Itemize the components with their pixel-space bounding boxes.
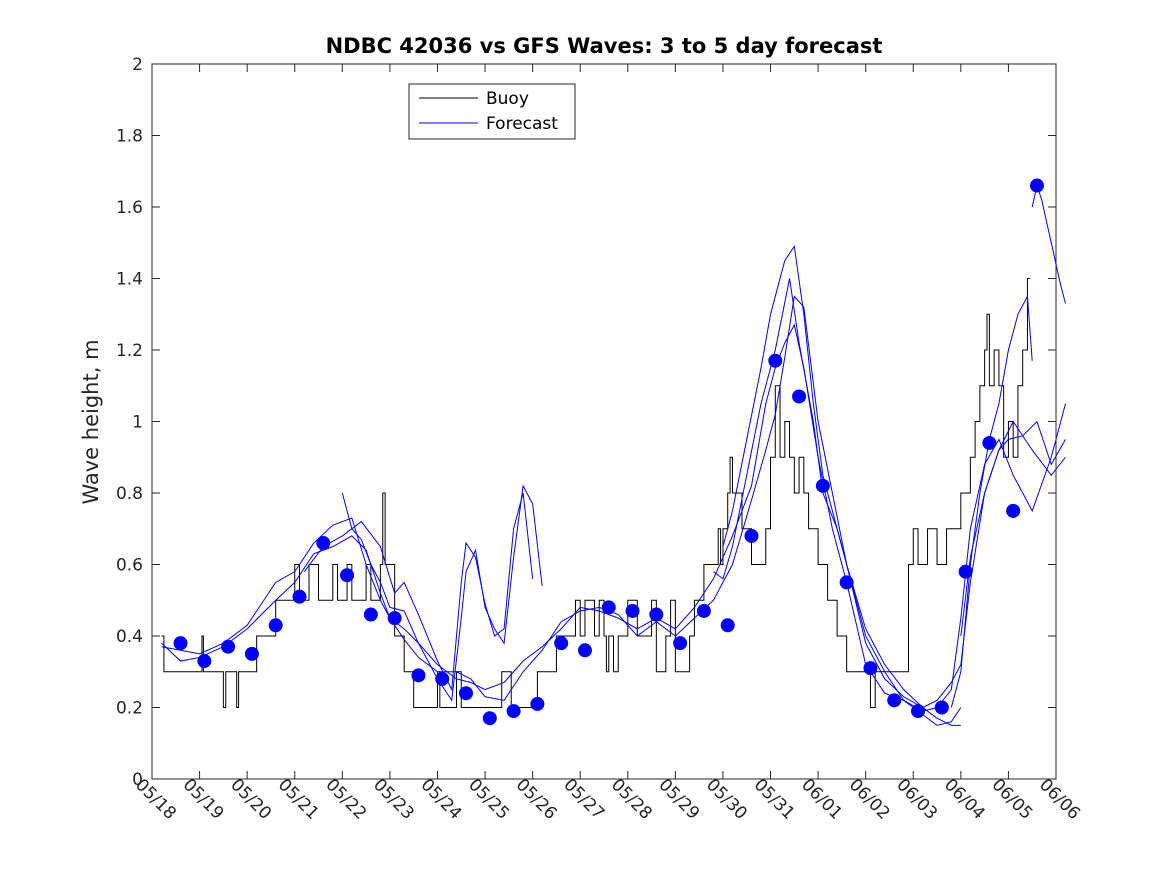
forecast-marker	[459, 686, 474, 701]
forecast-marker	[316, 536, 331, 551]
forecast-marker	[530, 696, 545, 711]
x-tick-label: 06/02	[845, 775, 894, 824]
forecast-marker	[411, 668, 426, 683]
x-tick-label: 05/18	[131, 775, 180, 824]
x-tick-label: 06/03	[892, 775, 941, 824]
x-tick-label: 05/22	[321, 775, 370, 824]
forecast-marker	[839, 575, 854, 590]
y-tick-label: 0.2	[116, 699, 143, 719]
x-tick-label: 06/06	[1035, 775, 1084, 824]
x-tick-label: 05/25	[464, 775, 513, 824]
forecast-marker	[221, 639, 236, 654]
forecast-marker	[934, 700, 949, 715]
forecast-marker	[863, 661, 878, 676]
x-tick-label: 05/20	[226, 775, 275, 824]
forecast-marker	[982, 435, 997, 450]
forecast-series-line	[161, 295, 1066, 709]
forecast-marker	[577, 643, 592, 658]
x-tick-label: 05/24	[417, 775, 466, 824]
y-tick-label: 1.6	[116, 198, 143, 218]
forecast-series-line	[960, 420, 1066, 637]
y-tick-label: 0.4	[116, 627, 143, 647]
x-tick-label: 06/05	[988, 775, 1037, 824]
x-tick-label: 06/01	[797, 775, 846, 824]
forecast-marker	[1029, 178, 1044, 193]
forecast-marker	[768, 353, 783, 368]
forecast-series-line	[341, 484, 543, 702]
forecast-marker	[696, 603, 711, 618]
forecast-marker	[649, 607, 664, 622]
y-tick-label: 0.6	[116, 556, 143, 576]
forecast-marker	[244, 646, 259, 661]
forecast-marker	[268, 618, 283, 633]
y-axis-label: Wave height, m	[79, 339, 103, 504]
y-tick-label: 0	[132, 770, 143, 790]
forecast-marker	[744, 528, 759, 543]
forecast-marker	[506, 704, 521, 719]
legend: Buoy Forecast	[408, 83, 576, 140]
forecast-marker	[197, 654, 212, 669]
x-tick-label: 05/19	[179, 775, 228, 824]
forecast-marker	[673, 636, 688, 651]
forecast-marker	[292, 589, 307, 604]
forecast-marker	[554, 636, 569, 651]
legend-box	[408, 83, 576, 140]
plot-area	[152, 64, 1056, 779]
x-tick-label: 05/31	[750, 775, 799, 824]
x-tick-label: 05/27	[559, 775, 608, 824]
forecast-series-line	[950, 294, 1033, 708]
y-tick-label: 1	[132, 413, 143, 433]
y-tick-label: 0.8	[116, 484, 143, 504]
forecast-marker	[435, 671, 450, 686]
forecast-marker	[1006, 503, 1021, 518]
x-tick-label: 06/04	[940, 775, 989, 824]
x-tick-label: 05/21	[274, 775, 323, 824]
x-tick-label: 05/26	[512, 775, 561, 824]
forecast-marker	[363, 607, 378, 622]
x-tick-label: 05/28	[607, 775, 656, 824]
legend-buoy-label: Buoy	[486, 89, 529, 109]
forecast-marker	[911, 704, 926, 719]
legend-forecast-label: Forecast	[486, 114, 558, 134]
y-axis: 0 0.2 0.4 0.6 0.8 1 1.2 1.4 1.6 1.8 2	[116, 55, 1056, 790]
forecast-marker	[887, 693, 902, 708]
buoy-series-line	[161, 278, 1030, 708]
forecast-series-line	[303, 492, 534, 692]
chart-title: NDBC 42036 vs GFS Waves: 3 to 5 day fore…	[326, 34, 883, 58]
y-tick-label: 1.4	[116, 270, 143, 290]
y-tick-label: 1.8	[116, 127, 143, 147]
forecast-marker	[482, 711, 497, 726]
y-tick-label: 1.2	[116, 341, 143, 361]
y-tick-label: 2	[132, 55, 143, 75]
forecast-marker	[173, 636, 188, 651]
forecast-marker	[792, 389, 807, 404]
forecast-marker	[958, 564, 973, 579]
forecast-marker	[815, 478, 830, 493]
forecast-marker	[720, 618, 735, 633]
data-layer	[161, 178, 1066, 726]
forecast-marker	[601, 600, 616, 615]
x-tick-label: 05/30	[702, 775, 751, 824]
x-tick-label: 05/23	[369, 775, 418, 824]
forecast-marker	[387, 611, 402, 626]
forecast-marker	[340, 568, 355, 583]
x-tick-label: 05/29	[655, 775, 704, 824]
forecast-marker	[625, 603, 640, 618]
